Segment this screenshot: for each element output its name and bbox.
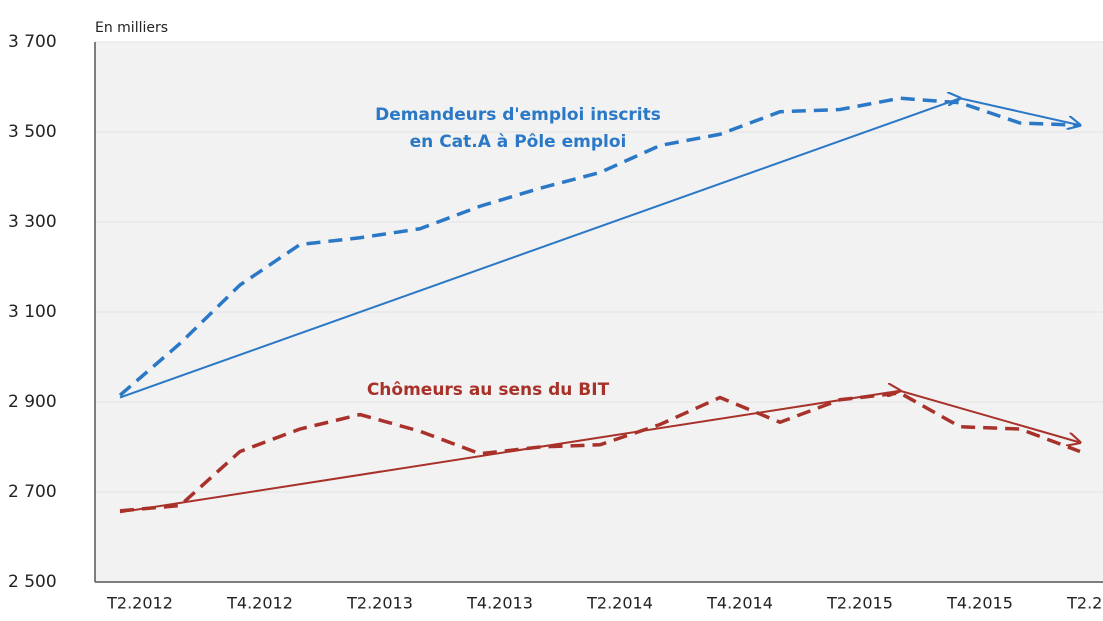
trend-line [119, 98, 1080, 399]
x-tick-label: T4.2015 [946, 594, 1013, 613]
data-line [119, 391, 1081, 513]
x-tick-label: T2.2014 [586, 594, 653, 613]
x-tick-label: T4.2013 [466, 594, 533, 613]
data-line [118, 96, 1081, 397]
x-tick-label: T4.2012 [226, 594, 293, 613]
y-tick-label: 2 900 [8, 392, 57, 412]
y-tick-label: 3 100 [8, 302, 57, 322]
x-tick-label: T2.2016 [1066, 594, 1103, 613]
x-tick-label: T2.2012 [106, 594, 173, 613]
y-tick-label: 3 700 [8, 32, 57, 52]
unit-label: En milliers [95, 20, 168, 36]
y-tick-label: 3 300 [8, 212, 57, 232]
trend-line [119, 391, 1080, 514]
series-label: Demandeurs d'emploi inscrits [375, 105, 661, 125]
y-tick-label: 2 700 [8, 482, 57, 502]
series-label: Chômeurs au sens du BIT [367, 380, 610, 400]
y-tick-label: 2 500 [8, 572, 57, 592]
x-tick-label: T2.2015 [826, 594, 893, 613]
series-label: en Cat.A à Pôle emploi [410, 132, 627, 152]
x-tick-label: T2.2013 [346, 594, 413, 613]
y-tick-label: 3 500 [8, 122, 57, 142]
x-tick-label: T4.2014 [706, 594, 773, 613]
